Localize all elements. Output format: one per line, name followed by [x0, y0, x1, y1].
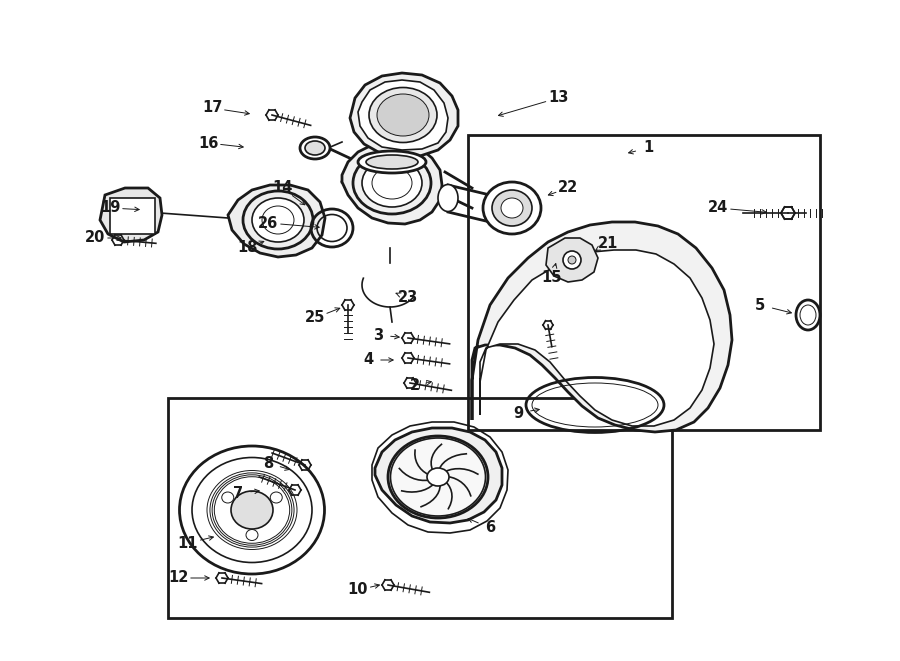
Polygon shape — [375, 428, 502, 523]
Text: 3: 3 — [373, 327, 383, 342]
Polygon shape — [342, 142, 442, 224]
Text: 20: 20 — [85, 231, 105, 245]
Ellipse shape — [438, 184, 458, 212]
Text: 4: 4 — [363, 352, 374, 368]
Ellipse shape — [362, 159, 422, 207]
Text: 13: 13 — [548, 91, 568, 106]
Text: 18: 18 — [238, 241, 258, 256]
Text: 23: 23 — [398, 290, 418, 305]
Text: 26: 26 — [258, 215, 278, 231]
Ellipse shape — [377, 94, 429, 136]
Text: 12: 12 — [167, 570, 188, 586]
Polygon shape — [100, 188, 162, 242]
Ellipse shape — [483, 182, 541, 234]
Text: 24: 24 — [708, 200, 728, 215]
Bar — [468, 135, 820, 430]
Text: 2: 2 — [410, 377, 420, 393]
Text: 7: 7 — [233, 485, 243, 500]
Polygon shape — [358, 80, 448, 150]
Text: 25: 25 — [305, 311, 325, 325]
Text: 1: 1 — [643, 141, 653, 155]
Text: 11: 11 — [178, 535, 198, 551]
Bar — [110, 198, 155, 234]
Text: 6: 6 — [485, 520, 495, 535]
Ellipse shape — [563, 251, 581, 269]
Ellipse shape — [391, 438, 485, 516]
Text: 5: 5 — [755, 297, 765, 313]
Ellipse shape — [358, 151, 426, 173]
Text: 10: 10 — [347, 582, 368, 598]
Text: 22: 22 — [558, 180, 578, 196]
Ellipse shape — [246, 529, 258, 541]
Polygon shape — [228, 185, 325, 257]
Ellipse shape — [568, 256, 576, 264]
Ellipse shape — [300, 137, 330, 159]
Text: 16: 16 — [198, 136, 218, 151]
Text: 21: 21 — [598, 235, 618, 251]
Text: 8: 8 — [263, 455, 273, 471]
Ellipse shape — [366, 155, 418, 169]
Bar — [168, 398, 672, 618]
Ellipse shape — [427, 468, 449, 486]
Ellipse shape — [369, 87, 437, 143]
Text: 17: 17 — [202, 100, 222, 116]
Ellipse shape — [492, 190, 532, 226]
Polygon shape — [350, 73, 458, 157]
Text: 14: 14 — [272, 180, 292, 196]
Ellipse shape — [221, 492, 234, 503]
Text: 15: 15 — [542, 270, 562, 286]
Ellipse shape — [243, 191, 313, 249]
Text: 19: 19 — [100, 200, 121, 215]
Polygon shape — [546, 238, 598, 282]
Ellipse shape — [270, 492, 283, 503]
Ellipse shape — [305, 141, 325, 155]
Polygon shape — [480, 250, 714, 426]
Polygon shape — [472, 222, 732, 432]
Ellipse shape — [353, 152, 431, 214]
Ellipse shape — [501, 198, 523, 218]
Ellipse shape — [179, 446, 325, 574]
Ellipse shape — [231, 491, 273, 529]
Text: 9: 9 — [513, 405, 523, 420]
Ellipse shape — [252, 198, 304, 242]
